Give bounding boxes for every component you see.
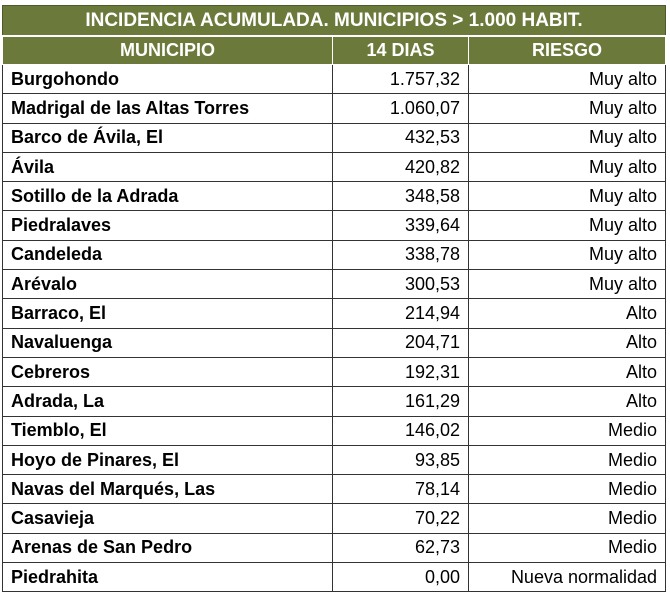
riesgo-cell: Muy alto bbox=[467, 122, 667, 153]
incidence-14-dias-cell: 62,73 bbox=[332, 532, 469, 564]
incidence-14-dias-cell: 1.060,07 bbox=[332, 93, 469, 124]
municipio-cell: Navaluenga bbox=[2, 327, 333, 358]
riesgo-cell: Alto bbox=[467, 327, 667, 358]
table-title: INCIDENCIA ACUMULADA. MUNICIPIOS > 1.000… bbox=[1, 5, 667, 37]
incidence-14-dias-cell: 432,53 bbox=[332, 122, 469, 153]
municipio-cell: Casavieja bbox=[2, 503, 333, 534]
municipio-cell: Burgohondo bbox=[2, 63, 333, 95]
incidence-14-dias-cell: 70,22 bbox=[332, 503, 469, 534]
header-row: MUNICIPIO 14 DIAS RIESGO bbox=[2, 35, 667, 65]
table-row: Burgohondo 1.757,32 Muy alto bbox=[2, 63, 667, 95]
riesgo-cell: Medio bbox=[467, 415, 667, 446]
riesgo-cell: Alto bbox=[467, 356, 667, 388]
municipio-cell: Piedralaves bbox=[2, 210, 333, 241]
riesgo-cell: Muy alto bbox=[467, 181, 667, 212]
table-row: Madrigal de las Altas Torres 1.060,07 Muy … bbox=[2, 93, 667, 124]
incidence-table-container: INCIDENCIA ACUMULADA. MUNICIPIOS > 1.000… bbox=[1, 5, 667, 593]
table-row: Sotillo de la Adrada 348,58 Muy alto bbox=[2, 181, 667, 212]
table-body: Burgohondo 1.757,32 Muy alto Madrigal de la… bbox=[2, 63, 667, 593]
table-row: Hoyo de Pinares, El 93,85 Medio bbox=[2, 444, 667, 476]
municipio-cell: Arévalo bbox=[2, 269, 333, 300]
municipio-cell: Barco de Ávila, El bbox=[2, 122, 333, 153]
incidence-14-dias-cell: 0,00 bbox=[332, 562, 469, 593]
incidence-14-dias-cell: 204,71 bbox=[332, 327, 469, 358]
municipio-cell: Cebreros bbox=[2, 356, 333, 388]
column-header-municipio: MUNICIPIO bbox=[2, 35, 333, 65]
incidence-table: INCIDENCIA ACUMULADA. MUNICIPIOS > 1.000… bbox=[1, 5, 667, 593]
title-row: INCIDENCIA ACUMULADA. MUNICIPIOS > 1.000… bbox=[1, 5, 667, 37]
column-header-riesgo: RIESGO bbox=[467, 35, 667, 65]
municipio-cell: Barraco, El bbox=[2, 298, 333, 329]
table-row: Candeleda 338,78 Muy alto bbox=[2, 239, 667, 271]
table-row: Piedralaves 339,64 Muy alto bbox=[2, 210, 667, 241]
column-header-14-dias: 14 DIAS bbox=[332, 35, 469, 65]
table-row: Navas del Marqués, Las 78,14 Medio bbox=[2, 474, 667, 505]
table-row: Arévalo 300,53 Muy alto bbox=[2, 269, 667, 300]
riesgo-cell: Medio bbox=[467, 532, 667, 564]
table-row: Ávila 420,82 Muy alto bbox=[2, 151, 667, 183]
table-row: Barraco, El 214,94 Alto bbox=[2, 298, 667, 329]
riesgo-cell: Alto bbox=[467, 298, 667, 329]
incidence-14-dias-cell: 1.757,32 bbox=[332, 63, 469, 95]
riesgo-cell: Muy alto bbox=[467, 269, 667, 300]
incidence-14-dias-cell: 339,64 bbox=[332, 210, 469, 241]
municipio-cell: Madrigal de las Altas Torres bbox=[2, 93, 333, 124]
incidence-14-dias-cell: 78,14 bbox=[332, 474, 469, 505]
table-row: Cebreros 192,31 Alto bbox=[2, 356, 667, 388]
riesgo-cell: Alto bbox=[467, 386, 667, 417]
table-row: Navaluenga 204,71 Alto bbox=[2, 327, 667, 358]
incidence-14-dias-cell: 93,85 bbox=[332, 444, 469, 476]
table-row: Casavieja 70,22 Medio bbox=[2, 503, 667, 534]
municipio-cell: Sotillo de la Adrada bbox=[2, 181, 333, 212]
incidence-14-dias-cell: 420,82 bbox=[332, 151, 469, 183]
table-row: Barco de Ávila, El 432,53 Muy alto bbox=[2, 122, 667, 153]
incidence-14-dias-cell: 348,58 bbox=[332, 181, 469, 212]
riesgo-cell: Muy alto bbox=[467, 210, 667, 241]
riesgo-cell: Muy alto bbox=[467, 151, 667, 183]
riesgo-cell: Muy alto bbox=[467, 239, 667, 271]
incidence-14-dias-cell: 192,31 bbox=[332, 356, 469, 388]
riesgo-cell: Muy alto bbox=[467, 93, 667, 124]
incidence-14-dias-cell: 338,78 bbox=[332, 239, 469, 271]
riesgo-cell: Medio bbox=[467, 503, 667, 534]
table-row: Adrada, La 161,29 Alto bbox=[2, 386, 667, 417]
table-row: Piedrahita 0,00 Nueva normalidad bbox=[2, 562, 667, 593]
municipio-cell: Candeleda bbox=[2, 239, 333, 271]
incidence-14-dias-cell: 161,29 bbox=[332, 386, 469, 417]
municipio-cell: Navas del Marqués, Las bbox=[2, 474, 333, 505]
incidence-14-dias-cell: 214,94 bbox=[332, 298, 469, 329]
municipio-cell: Hoyo de Pinares, El bbox=[2, 444, 333, 476]
municipio-cell: Arenas de San Pedro bbox=[2, 532, 333, 564]
municipio-cell: Adrada, La bbox=[2, 386, 333, 417]
riesgo-cell: Muy alto bbox=[467, 63, 667, 95]
municipio-cell: Piedrahita bbox=[2, 562, 333, 593]
incidence-14-dias-cell: 300,53 bbox=[332, 269, 469, 300]
municipio-cell: Tiemblo, El bbox=[2, 415, 333, 446]
riesgo-cell: Medio bbox=[467, 444, 667, 476]
table-row: Arenas de San Pedro 62,73 Medio bbox=[2, 532, 667, 564]
incidence-14-dias-cell: 146,02 bbox=[332, 415, 469, 446]
municipio-cell: Ávila bbox=[2, 151, 333, 183]
riesgo-cell: Nueva normalidad bbox=[467, 562, 667, 593]
riesgo-cell: Medio bbox=[467, 474, 667, 505]
table-row: Tiemblo, El 146,02 Medio bbox=[2, 415, 667, 446]
